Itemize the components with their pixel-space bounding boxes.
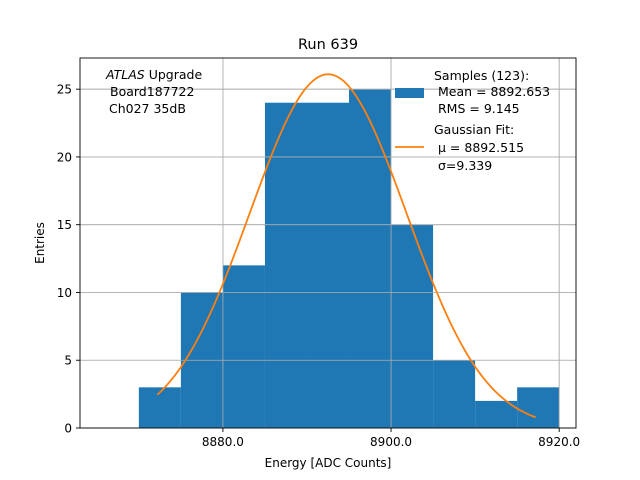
annotation-line-3: Ch027 35dB bbox=[109, 101, 186, 116]
chart-title: Run 639 bbox=[298, 37, 358, 53]
histogram-bar bbox=[222, 265, 265, 428]
histogram-bar bbox=[475, 400, 518, 428]
legend-histogram-swatch bbox=[395, 88, 424, 98]
x-axis-ticks: 8880.0 8900.0 8920.0 bbox=[202, 428, 580, 449]
histogram-bar bbox=[264, 102, 307, 428]
histogram-bar bbox=[349, 89, 392, 429]
histogram-bar bbox=[391, 224, 434, 428]
x-axis-label: Energy [ADC Counts] bbox=[265, 456, 392, 470]
legend-rms: RMS = 9.145 bbox=[438, 101, 520, 116]
annotation-line-1: ATLAS Upgrade bbox=[105, 67, 202, 82]
y-tick-label: 20 bbox=[57, 150, 72, 164]
y-tick-label: 15 bbox=[57, 218, 72, 232]
histogram-bar bbox=[306, 102, 350, 428]
y-tick-label: 10 bbox=[57, 286, 72, 300]
y-tick-label: 25 bbox=[57, 83, 72, 97]
y-axis-ticks: 0 5 10 15 20 25 bbox=[57, 83, 80, 436]
legend-mu: μ = 8892.515 bbox=[438, 140, 524, 155]
x-tick-label: 8900.0 bbox=[370, 435, 412, 449]
y-tick-label: 0 bbox=[64, 422, 72, 436]
atlas-label: ATLAS bbox=[105, 67, 145, 82]
legend-fit-title: Gaussian Fit: bbox=[434, 122, 514, 137]
plot-frame bbox=[79, 57, 577, 429]
legend-mean: Mean = 8892.653 bbox=[438, 84, 550, 99]
histogram-bar bbox=[517, 387, 560, 428]
annotation-box: ATLAS Upgrade Board187722 Ch027 35dB bbox=[105, 67, 202, 116]
gaussian-fit bbox=[156, 73, 536, 419]
legend-samples: Samples (123): bbox=[434, 68, 529, 83]
histogram-bar bbox=[138, 387, 181, 428]
legend: Samples (123): Mean = 8892.653 RMS = 9.1… bbox=[395, 68, 550, 173]
annotation-line-2: Board187722 bbox=[110, 84, 194, 99]
x-tick-label: 8920.0 bbox=[538, 435, 580, 449]
x-tick-label: 8880.0 bbox=[202, 435, 244, 449]
gaussian-fit-curve bbox=[156, 73, 536, 419]
histogram-bars bbox=[80, 58, 576, 429]
upgrade-label: Upgrade bbox=[145, 67, 203, 82]
legend-sigma: σ=9.339 bbox=[438, 158, 492, 173]
histogram-bar bbox=[433, 360, 476, 428]
y-tick-label: 5 bbox=[64, 354, 72, 368]
y-axis-label: Entries bbox=[33, 222, 47, 264]
